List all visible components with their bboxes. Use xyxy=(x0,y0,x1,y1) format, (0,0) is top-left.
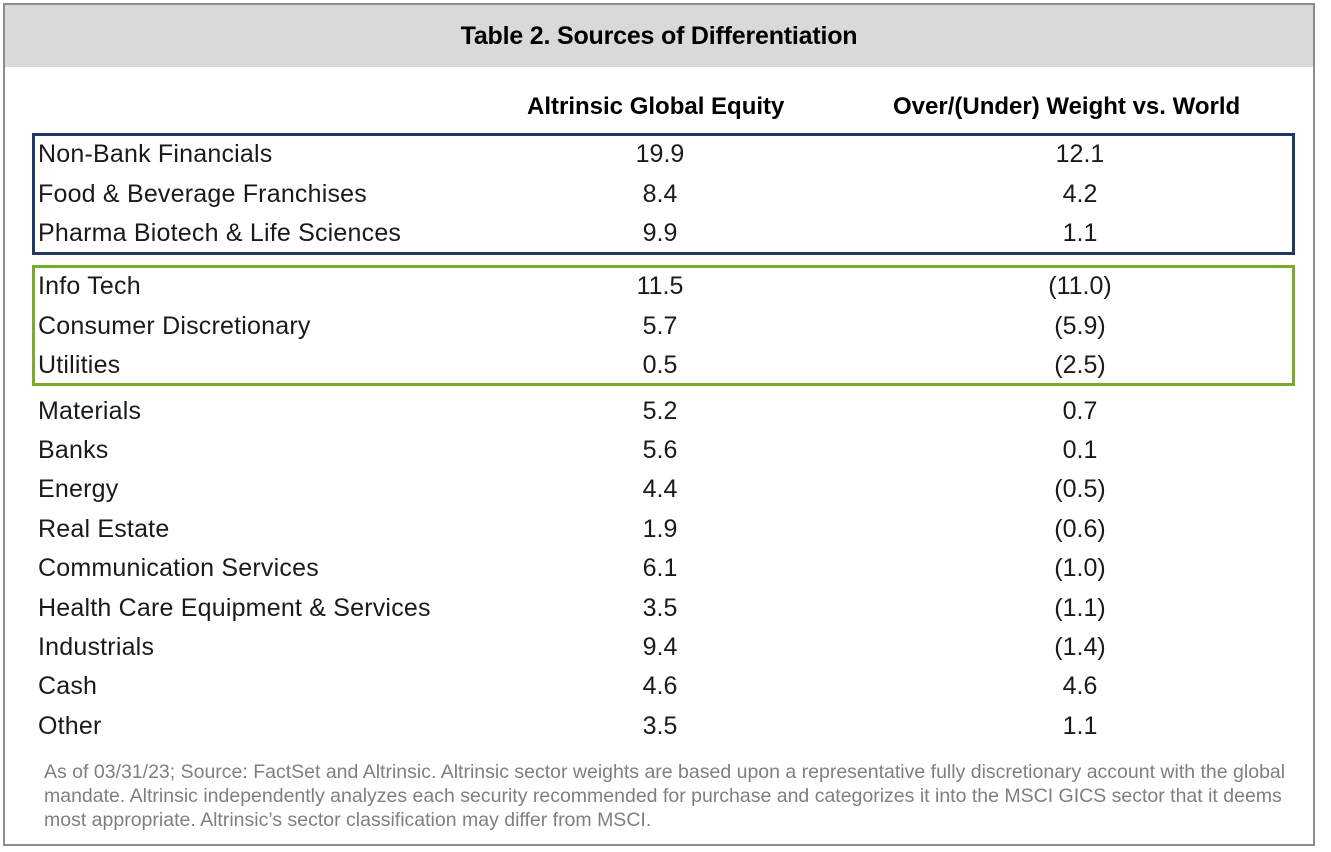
equity-value: 5.2 xyxy=(642,397,678,425)
table-row: Non-Bank Financials 19.9 12.1 xyxy=(0,140,1331,176)
weight-value: (1.4) xyxy=(1054,633,1106,661)
table-frame: Table 2. Sources of Differentiation xyxy=(3,3,1315,846)
weight-value: 12.1 xyxy=(1055,140,1105,168)
overweight-highlight-box xyxy=(32,133,1295,255)
table-row: Banks 5.6 0.1 xyxy=(0,436,1331,472)
sector-name: Industrials xyxy=(38,633,155,661)
table-row: Other 3.5 1.1 xyxy=(0,712,1331,748)
table-row: Utilities 0.5 (2.5) xyxy=(0,351,1331,387)
table-row: Energy 4.4 (0.5) xyxy=(0,475,1331,511)
column-header-equity: Altrinsic Global Equity xyxy=(527,93,785,120)
weight-value: (1.1) xyxy=(1054,594,1106,622)
equity-value: 3.5 xyxy=(642,712,678,740)
table-row: Communication Services 6.1 (1.0) xyxy=(0,554,1331,590)
weight-value: 0.7 xyxy=(1062,397,1098,425)
weight-value: 1.1 xyxy=(1062,219,1098,247)
weight-value: 1.1 xyxy=(1062,712,1098,740)
equity-value: 5.6 xyxy=(642,436,678,464)
sector-name: Real Estate xyxy=(38,515,170,543)
table-title: Table 2. Sources of Differentiation xyxy=(460,21,858,50)
weight-value: (2.5) xyxy=(1054,351,1106,379)
sector-name: Info Tech xyxy=(38,272,141,300)
weight-value: 0.1 xyxy=(1062,436,1098,464)
table-row: Food & Beverage Franchises 8.4 4.2 xyxy=(0,180,1331,216)
sector-name: Materials xyxy=(38,397,142,425)
weight-value: (1.0) xyxy=(1054,554,1106,582)
column-header-weight: Over/(Under) Weight vs. World xyxy=(893,93,1241,120)
sector-name: Consumer Discretionary xyxy=(38,312,311,340)
sector-name: Energy xyxy=(38,475,119,503)
table-row: Industrials 9.4 (1.4) xyxy=(0,633,1331,669)
equity-value: 9.9 xyxy=(642,219,678,247)
weight-value: (0.5) xyxy=(1054,475,1106,503)
sector-name: Communication Services xyxy=(38,554,319,582)
sector-name: Pharma Biotech & Life Sciences xyxy=(38,219,402,247)
sector-name: Health Care Equipment & Services xyxy=(38,594,431,622)
table-row: Health Care Equipment & Services 3.5 (1.… xyxy=(0,594,1331,630)
underweight-highlight-box xyxy=(32,265,1295,386)
equity-value: 4.6 xyxy=(642,672,678,700)
weight-value: 4.6 xyxy=(1062,672,1098,700)
footnote: As of 03/31/23; Source: FactSet and Altr… xyxy=(44,761,1286,831)
equity-value: 1.9 xyxy=(642,515,678,543)
sector-name: Non-Bank Financials xyxy=(38,140,273,168)
table-row: Materials 5.2 0.7 xyxy=(0,397,1331,433)
table-row: Pharma Biotech & Life Sciences 9.9 1.1 xyxy=(0,219,1331,255)
equity-value: 9.4 xyxy=(642,633,678,661)
table-row: Real Estate 1.9 (0.6) xyxy=(0,515,1331,551)
weight-value: (11.0) xyxy=(1048,272,1112,300)
sector-name: Cash xyxy=(38,672,98,700)
sector-name: Food & Beverage Franchises xyxy=(38,180,367,208)
equity-value: 5.7 xyxy=(642,312,678,340)
sector-name: Other xyxy=(38,712,102,740)
title-bar: Table 2. Sources of Differentiation xyxy=(5,5,1313,67)
sector-name: Banks xyxy=(38,436,109,464)
equity-value: 11.5 xyxy=(636,272,684,300)
equity-value: 4.4 xyxy=(642,475,678,503)
equity-value: 3.5 xyxy=(642,594,678,622)
equity-value: 8.4 xyxy=(642,180,678,208)
weight-value: (0.6) xyxy=(1054,515,1106,543)
table-row: Info Tech 11.5 (11.0) xyxy=(0,272,1331,308)
weight-value: (5.9) xyxy=(1054,312,1106,340)
equity-value: 6.1 xyxy=(642,554,678,582)
sector-name: Utilities xyxy=(38,351,121,379)
table-row: Cash 4.6 4.6 xyxy=(0,672,1331,708)
equity-value: 0.5 xyxy=(642,351,678,379)
weight-value: 4.2 xyxy=(1062,180,1098,208)
equity-value: 19.9 xyxy=(635,140,685,168)
table-row: Consumer Discretionary 5.7 (5.9) xyxy=(0,312,1331,348)
